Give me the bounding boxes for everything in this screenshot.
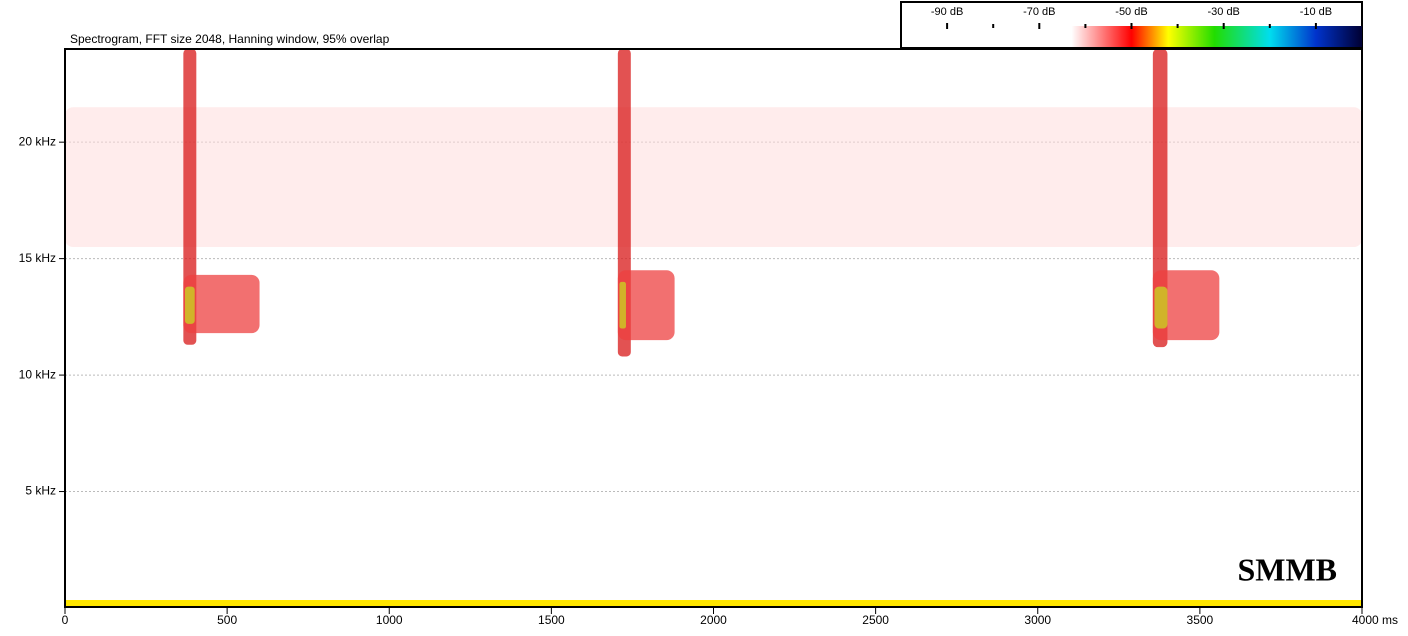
annotation: SMMB: [1237, 551, 1337, 587]
signal-region: [65, 107, 1362, 247]
plot-frame: [64, 48, 1363, 608]
signal-region: [1154, 286, 1168, 329]
colorbar-tick-label: -70 dB: [1023, 6, 1055, 18]
signal-region: [1152, 270, 1220, 341]
signal-region: [619, 281, 626, 329]
signal-region: [184, 286, 195, 324]
chart-title: Spectrogram, FFT size 2048, Hanning wind…: [70, 32, 390, 46]
signal-region: [183, 274, 260, 334]
colorbar-tick-label: -50 dB: [1115, 6, 1147, 18]
x-tick-label: 500: [217, 613, 237, 627]
y-tick-label: 10 kHz: [19, 367, 56, 381]
colorbar: [902, 26, 1362, 47]
signal-region: [183, 49, 197, 345]
colorbar-tick-label: -90 dB: [931, 6, 963, 18]
y-tick-label: 15 kHz: [19, 251, 56, 265]
low-band: [65, 600, 1362, 606]
x-tick-label: 1500: [538, 613, 565, 627]
x-tick-label: 1000: [376, 613, 403, 627]
x-tick-label: 2500: [862, 613, 889, 627]
x-tick-label: 3000: [1024, 613, 1051, 627]
x-tick-label: 0: [62, 613, 69, 627]
signal-region: [617, 270, 675, 341]
x-tick-label: 4000 ms: [1352, 613, 1398, 627]
x-tick-label: 3500: [1187, 613, 1214, 627]
y-tick-label: 5 kHz: [25, 484, 56, 498]
colorbar-tick-label: -30 dB: [1207, 6, 1239, 18]
x-tick-label: 2000: [700, 613, 727, 627]
colorbar-tick-label: -10 dB: [1300, 6, 1332, 18]
y-tick-label: 20 kHz: [19, 134, 56, 148]
